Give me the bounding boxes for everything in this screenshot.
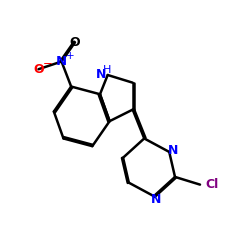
Text: N: N <box>56 55 67 68</box>
Text: O: O <box>70 36 80 49</box>
Text: N: N <box>96 68 106 80</box>
Text: N: N <box>168 144 178 156</box>
Text: Cl: Cl <box>206 178 219 191</box>
Text: H: H <box>102 65 111 75</box>
Text: −: − <box>43 57 53 70</box>
Text: O: O <box>33 63 44 76</box>
Text: +: + <box>66 51 74 61</box>
Text: N: N <box>150 192 161 205</box>
